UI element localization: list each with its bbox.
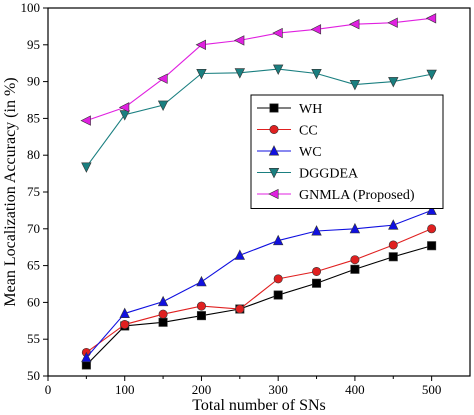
y-tick-label: 60 <box>27 294 40 309</box>
legend-marker <box>269 103 279 113</box>
data-point <box>196 311 206 321</box>
data-point <box>311 225 322 236</box>
data-point <box>119 307 130 318</box>
data-point <box>349 19 360 30</box>
data-point <box>81 351 92 363</box>
data-point <box>157 295 169 307</box>
data-point <box>157 100 169 112</box>
data-point <box>426 69 437 81</box>
data-point <box>157 73 168 84</box>
data-point <box>349 80 361 91</box>
data-point <box>426 204 437 215</box>
legend-item: DGGDEA <box>257 167 359 182</box>
y-axis-title: Mean Localization Accuracy (in %) <box>2 77 19 306</box>
data-point <box>311 69 322 80</box>
legend-item: CC <box>257 124 318 139</box>
data-point <box>234 68 246 79</box>
data-point <box>195 39 206 50</box>
y-tick-label: 80 <box>27 147 40 162</box>
legend-label: GNMLA (Proposed) <box>299 188 415 203</box>
x-axis-title: Total number of SNs <box>192 397 326 414</box>
x-tick-label: 400 <box>345 382 365 397</box>
y-tick-label: 50 <box>27 368 40 383</box>
x-tick-label: 200 <box>192 382 212 397</box>
series-line <box>85 245 432 366</box>
series-cc <box>81 224 437 357</box>
legend-label: WH <box>299 102 322 117</box>
series-line <box>86 228 432 353</box>
data-point <box>120 319 130 329</box>
legend: WH CC WC DGGDEA GNMLA (Proposed) <box>250 94 444 209</box>
data-point <box>388 252 398 262</box>
data-point <box>312 266 322 276</box>
legend-label: CC <box>299 124 318 139</box>
legend-label: DGGDEA <box>299 167 359 182</box>
y-tick-label: 100 <box>21 0 41 15</box>
data-point <box>81 162 92 173</box>
data-point <box>80 115 91 126</box>
axes: 0 100 200 300 400 500 50 55 60 65 70 75 80 85 90 95 100 <box>21 0 471 397</box>
legend-box <box>250 94 444 209</box>
y-tick-label: 70 <box>27 221 40 236</box>
data-point <box>349 222 361 234</box>
y-tick-label: 65 <box>27 258 40 273</box>
series-line <box>85 209 432 358</box>
y-tick-label: 95 <box>27 37 40 52</box>
series-line <box>85 68 432 168</box>
y-tick-label: 75 <box>27 184 40 199</box>
data-point <box>388 219 399 230</box>
data-point <box>387 17 398 28</box>
series-gnmla-proposed <box>80 13 437 126</box>
x-tick-label: 300 <box>268 382 288 397</box>
data-point <box>272 27 283 39</box>
data-point <box>427 224 437 234</box>
data-point <box>234 249 246 260</box>
series-line <box>86 17 432 122</box>
legend-label: WC <box>299 145 322 160</box>
legend-marker <box>268 145 280 156</box>
data-point <box>388 240 398 250</box>
data-point <box>273 290 283 300</box>
legend-item: GNMLA (Proposed) <box>257 188 415 203</box>
data-point <box>312 278 322 288</box>
data-point <box>196 275 207 287</box>
series-layer <box>80 13 437 370</box>
legend-marker <box>269 125 279 135</box>
data-point <box>233 35 245 46</box>
legend-marker <box>268 188 279 200</box>
data-point <box>272 64 284 75</box>
x-tick-label: 500 <box>422 382 442 397</box>
legend-marker <box>268 168 280 179</box>
series-dggdea <box>81 64 437 173</box>
legend-item: WH <box>257 102 322 117</box>
x-tick-label: 0 <box>45 382 52 397</box>
data-point <box>388 77 399 88</box>
y-tick-label: 55 <box>27 331 40 346</box>
y-tick-label: 85 <box>27 110 40 125</box>
data-point <box>196 69 207 80</box>
data-point <box>119 110 130 121</box>
data-point <box>273 274 283 284</box>
data-point <box>427 241 437 251</box>
series-wc <box>81 204 437 363</box>
series-wh <box>81 241 437 370</box>
data-point <box>350 264 360 274</box>
y-tick-label: 90 <box>27 74 40 89</box>
data-point <box>350 255 360 265</box>
data-point <box>235 304 245 314</box>
data-point <box>425 13 437 24</box>
data-point <box>158 317 168 327</box>
data-point <box>310 24 322 35</box>
data-point <box>196 301 206 311</box>
data-point <box>158 309 168 319</box>
data-point <box>118 102 130 113</box>
x-tick-label: 100 <box>115 382 135 397</box>
legend-item: WC <box>257 145 322 160</box>
data-point <box>272 234 284 246</box>
